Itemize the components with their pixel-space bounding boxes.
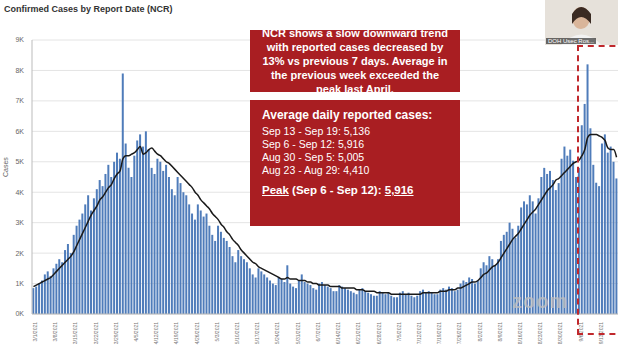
html-text:Peak (Sep 6 - Sep 12): 5,916: Peak (Sep 6 - Sep 12): 5,916 (262, 184, 414, 196)
svg-text:2K: 2K (15, 250, 24, 257)
svg-text:7/19/2021: 7/19/2021 (436, 322, 442, 344)
svg-text:5/17/2021: 5/17/2021 (254, 322, 260, 344)
svg-text:5K: 5K (15, 158, 24, 165)
svg-text:5/10/2021: 5/10/2021 (234, 322, 240, 344)
svg-text:7/12/2021: 7/12/2021 (416, 322, 422, 344)
svg-text:6/28/2021: 6/28/2021 (376, 322, 382, 344)
svg-text:5/3/2021: 5/3/2021 (214, 322, 220, 342)
svg-text:6/21/2021: 6/21/2021 (355, 322, 361, 344)
html-text:Sep 13 - Sep 19: 5,136: Sep 13 - Sep 19: 5,136 (262, 125, 370, 137)
html-text:Average daily reported cases:: Average daily reported cases: (262, 108, 433, 122)
svg-text:4/19/2021: 4/19/2021 (173, 322, 179, 344)
svg-text:Cases: Cases (2, 157, 9, 177)
html-text:DOH Usec Ros...: DOH Usec Ros... (548, 38, 594, 44)
svg-text:8/9/2021: 8/9/2021 (497, 322, 503, 342)
svg-text:8/30/2021: 8/30/2021 (557, 322, 563, 344)
html-text:Confirmed Cases by Report Date: Confirmed Cases by Report Date (NCR) (4, 4, 173, 14)
svg-text:3/29/2021: 3/29/2021 (113, 322, 119, 344)
html-text:NCR shows a slow downward tren: NCR shows a slow downward trend with rep… (262, 27, 448, 95)
svg-text:3/15/2021: 3/15/2021 (72, 322, 78, 344)
svg-text:7K: 7K (15, 97, 24, 104)
svg-text:6K: 6K (15, 128, 24, 135)
svg-text:7/26/2021: 7/26/2021 (456, 322, 462, 344)
html-text:Aug 23 - Aug 29: 4,410: Aug 23 - Aug 29: 4,410 (262, 164, 370, 176)
svg-text:3/1/2021: 3/1/2021 (32, 322, 38, 342)
svg-text:3K: 3K (15, 219, 24, 226)
svg-text:8/16/2021: 8/16/2021 (517, 322, 523, 344)
svg-text:4/5/2021: 4/5/2021 (133, 322, 139, 342)
svg-text:9/13/2021: 9/13/2021 (597, 322, 604, 345)
svg-text:5/24/2021: 5/24/2021 (274, 322, 280, 344)
svg-text:7/5/2021: 7/5/2021 (396, 322, 402, 342)
svg-text:6/14/2021: 6/14/2021 (335, 322, 341, 344)
svg-text:6/7/2021: 6/7/2021 (315, 322, 321, 342)
svg-text:9K: 9K (15, 36, 24, 43)
svg-text:3/22/2021: 3/22/2021 (93, 322, 99, 344)
svg-text:3/8/2021: 3/8/2021 (52, 322, 58, 342)
svg-text:4/26/2021: 4/26/2021 (194, 322, 200, 344)
html-text:Sep 6 - Sep 12: 5,916: Sep 6 - Sep 12: 5,916 (262, 138, 365, 150)
svg-text:8/2/2021: 8/2/2021 (477, 322, 483, 342)
html-text:Aug 30 - Sep 5: 5,005: Aug 30 - Sep 5: 5,005 (262, 151, 365, 163)
svg-text:4/12/2021: 4/12/2021 (153, 322, 159, 344)
svg-text:0K: 0K (15, 310, 24, 317)
svg-text:9/6/2021: 9/6/2021 (577, 322, 584, 342)
svg-text:5/31/2021: 5/31/2021 (295, 322, 301, 344)
html-text:zoom: zoom (512, 290, 569, 312)
svg-text:8/23/2021: 8/23/2021 (537, 322, 543, 344)
svg-text:4K: 4K (15, 189, 24, 196)
svg-text:8K: 8K (15, 67, 24, 74)
svg-text:1K: 1K (15, 280, 24, 287)
